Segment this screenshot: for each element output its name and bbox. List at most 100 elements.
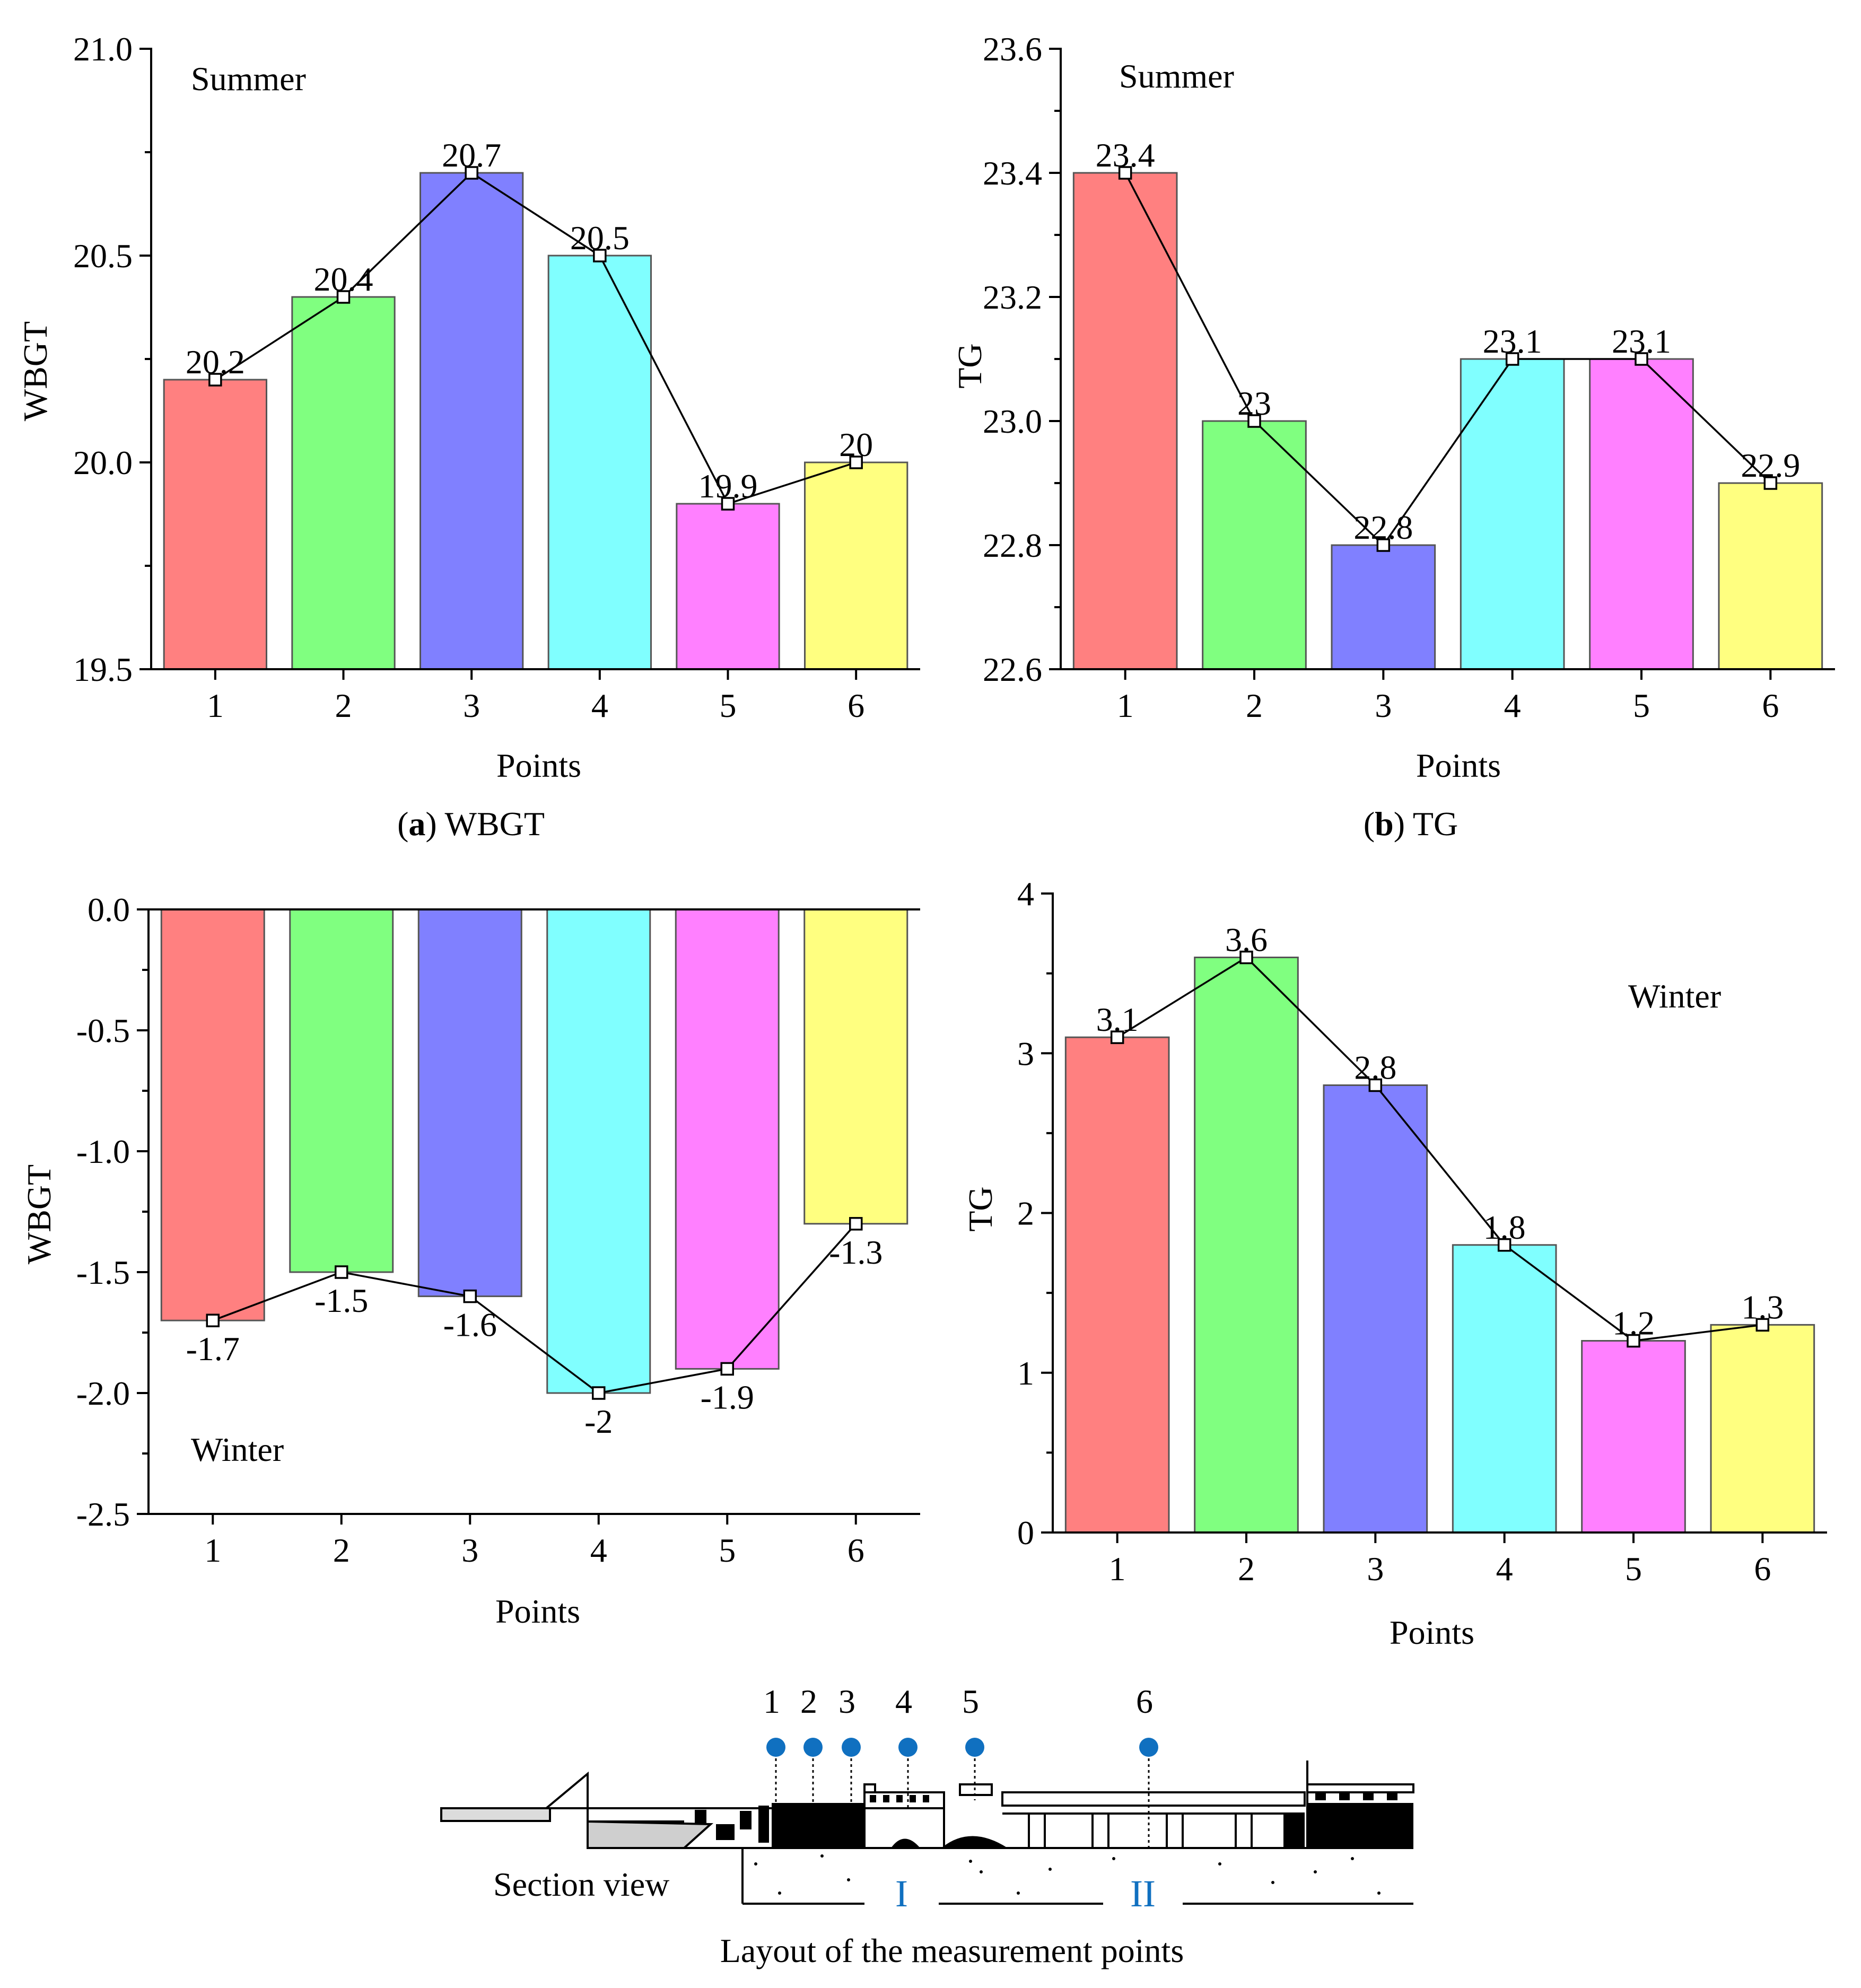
chart-a-xtick-label-3: 3: [463, 687, 480, 724]
chart-a-xtick-label-2: 2: [335, 687, 352, 724]
chart-a-value-label-3: 20.7: [442, 136, 501, 174]
chart-d-xtick-label-3: 3: [1367, 1550, 1384, 1588]
chart-d-xtick-label-5: 5: [1625, 1550, 1642, 1588]
chart-a-marker-6: [849, 456, 863, 469]
chart-d-xtick-label-1: 1: [1109, 1550, 1126, 1588]
chart-c-marker-1: [206, 1313, 220, 1327]
chart-c-bar-3: [417, 908, 522, 1298]
section-zone-label-1: I: [895, 1872, 908, 1915]
chart-a-ytick-label: 20.5: [73, 237, 133, 275]
chart-c-marker-6: [849, 1217, 863, 1231]
chart-a-caption-text: WBGT: [445, 805, 545, 843]
chart-d-ylabel: TG: [962, 1186, 999, 1231]
chart-b-ytick-label: 22.8: [983, 527, 1042, 564]
section-marker-label-1: 1: [763, 1683, 780, 1720]
chart-b-caption: (b) TG: [1364, 805, 1458, 843]
chart-d-value-label-3: 2.8: [1354, 1049, 1396, 1087]
chart-a-season-label: Summer: [191, 60, 306, 98]
chart-b-marker-4: [1505, 352, 1519, 366]
chart-b-xlabel: Points: [1416, 747, 1501, 784]
chart-a-xtick-label-4: 4: [591, 687, 608, 724]
chart-d-xtick-label-4: 4: [1496, 1550, 1513, 1588]
chart-c-value-label-6: -1.3: [829, 1233, 883, 1271]
chart-b-xtick-label-3: 3: [1375, 687, 1392, 724]
chart-d-tg-winter: TG Winter Points 3.1 3.6 2.8 1.8 1.2 1.3 0 1 2 3 4…: [962, 875, 1827, 1651]
chart-d-xlabel: Points: [1390, 1614, 1474, 1651]
chart-b-bar-3: [1331, 544, 1436, 670]
section-marker-dot-1: [766, 1738, 785, 1757]
chart-d-ytick-label: 0: [1017, 1514, 1034, 1552]
section-marker-dot-6: [1139, 1738, 1158, 1757]
chart-b-bar-2: [1202, 420, 1307, 670]
chart-c-xtick-label-3: 3: [461, 1531, 478, 1569]
chart-a-marker-1: [208, 373, 222, 387]
chart-a-xtick-label-1: 1: [207, 687, 224, 724]
chart-b-bar-6: [1718, 482, 1823, 670]
chart-b-marker-1: [1118, 166, 1132, 180]
section-view-label: Section view: [493, 1866, 669, 1903]
chart-b-xtick-label-5: 5: [1633, 687, 1650, 724]
chart-c-series-line: [212, 1223, 857, 1394]
chart-a-marker-2: [336, 290, 351, 304]
chart-a-value-label-6: 20: [839, 426, 873, 463]
chart-b-ytick-label: 23.2: [983, 278, 1042, 316]
chart-a-caption: (a) WBGT: [397, 805, 545, 843]
section-caption: Layout of the measurement points: [720, 1932, 1184, 1969]
chart-d-marker-6: [1755, 1318, 1770, 1332]
chart-d-value-label-6: 1.3: [1741, 1288, 1784, 1326]
chart-a-value-label-1: 20.2: [186, 343, 245, 381]
chart-c-bar-4: [546, 908, 651, 1394]
chart-c-xtick-label-6: 6: [848, 1531, 864, 1569]
chart-b-xtick-label-1: 1: [1117, 687, 1134, 724]
chart-b-value-label-6: 22.9: [1741, 446, 1800, 484]
chart-b-bar-4: [1460, 358, 1565, 670]
chart-c-xtick-label-2: 2: [333, 1531, 350, 1569]
chart-a-caption-letter: a: [408, 805, 425, 843]
chart-c-ytick-label: -2.5: [76, 1495, 130, 1533]
chart-a-value-label-2: 20.4: [314, 260, 373, 298]
chart-a-value-label-4: 20.5: [570, 219, 630, 257]
chart-b-marker-6: [1763, 476, 1778, 490]
section-marker-label-5: 5: [962, 1683, 979, 1720]
chart-a-ytick-label: 21.0: [73, 30, 133, 68]
chart-c-xtick-label-1: 1: [204, 1531, 221, 1569]
section-marker-dot-5: [965, 1738, 984, 1757]
section-marker-dot-2: [803, 1738, 823, 1757]
chart-d-marker-3: [1368, 1078, 1383, 1092]
chart-c-xtick-label-4: 4: [590, 1531, 607, 1569]
chart-b-xtick-label-6: 6: [1762, 687, 1779, 724]
chart-a-marker-3: [465, 166, 478, 180]
chart-c-marker-3: [463, 1289, 477, 1303]
chart-b-value-label-4: 23.1: [1483, 322, 1542, 360]
section-soil-dots: [754, 1854, 1381, 1895]
chart-c-value-label-3: -1.6: [443, 1306, 497, 1344]
section-zone-label-2: II: [1130, 1872, 1156, 1915]
chart-c-ytick-label: -1.5: [76, 1254, 130, 1291]
chart-c-marker-5: [720, 1362, 734, 1376]
section-marker-label-3: 3: [838, 1683, 855, 1720]
chart-d-bar-3: [1323, 1084, 1428, 1534]
chart-d-ytick-label: 3: [1017, 1035, 1034, 1072]
chart-c-xlabel: Points: [495, 1592, 580, 1630]
chart-d-bar-1: [1064, 1036, 1170, 1534]
chart-d-value-label-5: 1.2: [1612, 1304, 1655, 1342]
chart-c-wbgt-winter: WBGT Winter Points -1.7 -1.5 -1.6 -2 -1.9 -1.…: [20, 891, 920, 1630]
chart-c-marker-2: [335, 1265, 348, 1279]
chart-a-ytick-label: 20.0: [73, 444, 133, 481]
chart-d-season-label: Winter: [1628, 977, 1721, 1015]
chart-d-ytick-label: 2: [1017, 1195, 1034, 1232]
chart-b-value-label-1: 23.4: [1096, 136, 1155, 174]
chart-c-ytick-label: -1.0: [76, 1133, 130, 1170]
chart-b-xtick-label-2: 2: [1246, 687, 1263, 724]
section-structure: [440, 1761, 1414, 1905]
chart-c-ytick-label: -0.5: [76, 1012, 130, 1049]
section-marker-dot-3: [842, 1738, 861, 1757]
section-marker-label-2: 2: [800, 1683, 817, 1720]
chart-d-bar-2: [1194, 957, 1299, 1534]
chart-d-bar-6: [1710, 1324, 1815, 1534]
chart-d-series-line: [1116, 956, 1763, 1342]
chart-a-bar-6: [804, 461, 908, 670]
chart-a-bar-2: [291, 296, 396, 670]
